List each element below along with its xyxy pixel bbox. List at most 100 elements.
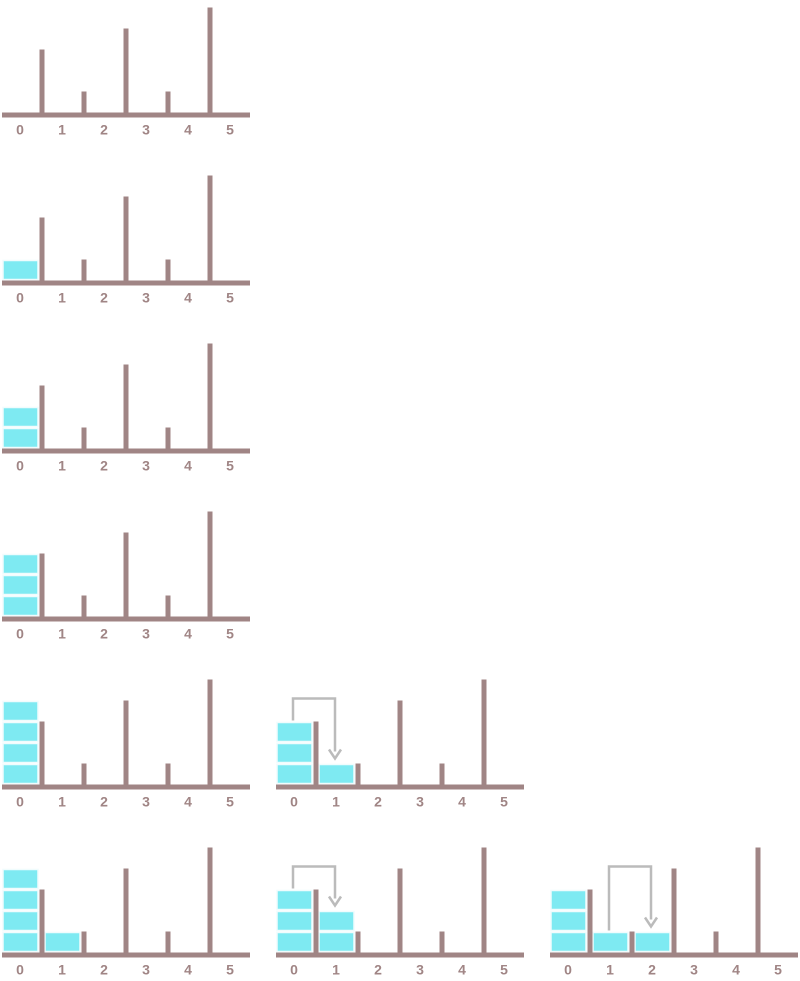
water-block-0-3 [2, 721, 39, 743]
transfer-arrow-head [327, 895, 343, 908]
wall-5 [207, 175, 213, 281]
wall-3 [123, 700, 129, 785]
step-panel-1-1: 0 1 2 3 4 5 [2, 7, 250, 138]
baseline [2, 952, 250, 958]
water-block-0-1 [2, 427, 39, 449]
bin-label-4: 4 [732, 962, 740, 978]
baseline [2, 784, 250, 790]
bin-label-5: 5 [500, 794, 508, 810]
water-block-0-3 [550, 889, 587, 911]
wall-1 [39, 217, 45, 281]
bin-label-0: 0 [16, 626, 24, 642]
bin-label-0: 0 [16, 290, 24, 306]
step-panel-6-2: 0 1 2 3 4 5 [276, 847, 524, 978]
wall-5 [481, 679, 487, 785]
wall-2 [81, 931, 87, 953]
wall-5 [755, 847, 761, 953]
bin-label-1: 1 [58, 122, 66, 138]
wall-3 [397, 700, 403, 785]
transfer-arrow-head [643, 916, 659, 929]
wall-1 [39, 49, 45, 113]
water-block-0-2 [2, 406, 39, 428]
bin-label-3: 3 [142, 794, 150, 810]
bin-label-3: 3 [690, 962, 698, 978]
water-block-0-4 [2, 700, 39, 722]
bin-label-2: 2 [100, 794, 108, 810]
bin-label-4: 4 [184, 122, 192, 138]
wall-2 [81, 259, 87, 281]
water-block-0-3 [2, 889, 39, 911]
bin-label-2: 2 [100, 626, 108, 642]
bin-label-2: 2 [648, 962, 656, 978]
bin-label-4: 4 [184, 626, 192, 642]
water-block-1-1 [44, 931, 81, 953]
wall-1 [39, 721, 45, 785]
transfer-arrow-head [327, 748, 343, 761]
wall-3 [671, 868, 677, 953]
wall-5 [207, 847, 213, 953]
step-panel-5-2: 0 1 2 3 4 5 [276, 679, 524, 810]
transfer-arrow-line [291, 865, 337, 899]
wall-2 [81, 91, 87, 113]
baseline [2, 280, 250, 286]
bin-label-2: 2 [374, 794, 382, 810]
wall-4 [713, 931, 719, 953]
bin-label-2: 2 [100, 458, 108, 474]
bin-label-2: 2 [374, 962, 382, 978]
bin-label-5: 5 [226, 290, 234, 306]
wall-3 [123, 868, 129, 953]
bin-label-3: 3 [142, 458, 150, 474]
bin-label-0: 0 [16, 122, 24, 138]
bin-label-4: 4 [458, 962, 466, 978]
wall-2 [81, 595, 87, 617]
bin-label-5: 5 [774, 962, 782, 978]
bin-label-2: 2 [100, 962, 108, 978]
bin-label-0: 0 [16, 458, 24, 474]
water-block-0-2 [276, 742, 313, 764]
step-panel-6-3: 0 1 2 3 4 5 [550, 847, 798, 978]
wall-2 [81, 427, 87, 449]
baseline [2, 112, 250, 118]
water-block-0-1 [2, 931, 39, 953]
wall-2 [81, 763, 87, 785]
water-block-0-1 [2, 595, 39, 617]
wall-1 [313, 889, 319, 953]
baseline [276, 784, 524, 790]
bin-label-2: 2 [100, 290, 108, 306]
wall-2 [629, 931, 635, 953]
water-block-1-2 [318, 910, 355, 932]
baseline [2, 448, 250, 454]
bin-label-3: 3 [142, 962, 150, 978]
water-block-0-1 [2, 763, 39, 785]
water-block-0-1 [276, 763, 313, 785]
bin-label-5: 5 [500, 962, 508, 978]
bin-label-5: 5 [226, 458, 234, 474]
bin-label-4: 4 [184, 962, 192, 978]
bin-label-0: 0 [16, 794, 24, 810]
wall-2 [355, 763, 361, 785]
step-panel-2-1: 0 1 2 3 4 5 [2, 175, 250, 306]
wall-3 [123, 28, 129, 113]
wall-2 [355, 931, 361, 953]
wall-5 [207, 7, 213, 113]
wall-4 [165, 763, 171, 785]
bin-label-0: 0 [290, 794, 298, 810]
bin-label-1: 1 [332, 794, 340, 810]
bin-label-4: 4 [184, 794, 192, 810]
bin-label-0: 0 [16, 962, 24, 978]
wall-5 [481, 847, 487, 953]
wall-4 [165, 91, 171, 113]
step-panel-6-1: 0 1 2 3 4 5 [2, 847, 250, 978]
wall-1 [39, 553, 45, 617]
baseline [2, 616, 250, 622]
baseline [550, 952, 798, 958]
bin-label-1: 1 [332, 962, 340, 978]
wall-3 [123, 364, 129, 449]
bin-label-4: 4 [184, 290, 192, 306]
wall-1 [587, 889, 593, 953]
bin-label-4: 4 [184, 458, 192, 474]
bin-label-4: 4 [458, 794, 466, 810]
wall-3 [397, 868, 403, 953]
bin-label-0: 0 [290, 962, 298, 978]
water-block-1-1 [318, 931, 355, 953]
